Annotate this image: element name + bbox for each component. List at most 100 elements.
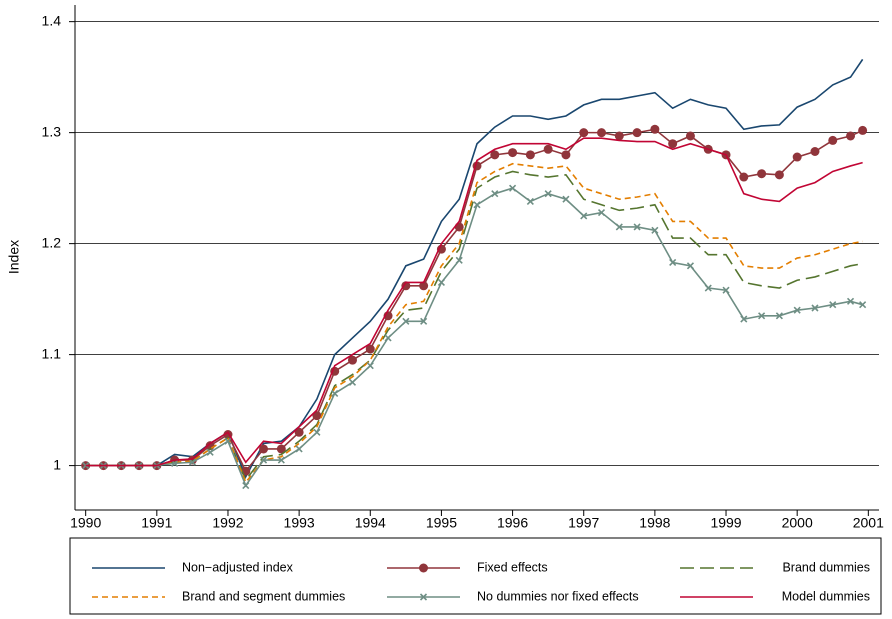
marker [544,190,552,198]
marker [775,312,783,320]
y-axis-label: Index [6,240,22,274]
x-tick-label: 1991 [141,515,172,531]
marker [792,152,802,162]
x-tick-label: 1994 [355,515,386,531]
marker [508,148,518,158]
marker [473,201,481,209]
marker [294,427,304,437]
marker [420,317,428,325]
marker [651,226,659,234]
x-tick-label: 1993 [284,515,315,531]
marker [650,124,660,134]
marker [384,334,392,342]
x-tick-label: 1998 [639,515,670,531]
marker [669,258,677,267]
marker [224,437,232,445]
x-tick-label: 1990 [70,515,101,531]
marker [365,344,375,354]
marker [685,131,695,141]
x-tick-label: 1996 [497,515,528,531]
marker [561,150,571,160]
marker [366,362,374,370]
marker [633,223,641,231]
marker [509,184,517,192]
marker [525,150,535,160]
marker [597,128,607,138]
y-tick-label: 1.1 [42,345,62,361]
marker [562,195,570,203]
marker [846,297,855,305]
series-line [85,187,863,488]
series-line [85,170,863,482]
marker [490,150,500,160]
marker [347,355,357,365]
marker [419,593,428,601]
legend-label: No dummies nor fixed effects [477,589,639,603]
legend-box [69,537,882,615]
marker [757,169,767,179]
marker [401,281,411,291]
legend-label: Non−adjusted index [182,560,294,574]
marker [242,482,250,490]
legend-label: Fixed effects [477,560,548,574]
marker [774,170,784,180]
y-tick-label: 1.2 [42,234,62,250]
marker [437,278,445,287]
marker [740,315,748,323]
series-line [85,137,863,467]
series-line [85,162,863,484]
marker [614,131,624,141]
y-tick-label: 1.3 [42,123,62,139]
marker [793,306,801,314]
marker [330,366,340,376]
series-line [85,58,864,479]
y-tick-label: 1.4 [42,12,62,28]
x-tick-label: 1999 [710,515,741,531]
marker [348,378,357,386]
marker [312,411,322,421]
marker [758,312,766,320]
marker [846,131,856,141]
marker [543,144,553,154]
x-tick-label: 1997 [568,515,599,531]
marker [579,128,589,138]
marker [811,304,819,312]
marker [419,281,429,291]
marker [206,448,214,456]
marker [259,456,268,464]
y-tick-label: 1 [53,456,61,472]
marker [313,428,321,436]
legend-label: Brand dummies [782,560,870,574]
marker [455,256,463,264]
marker [722,286,730,294]
x-tick-label: 1995 [426,515,457,531]
x-tick-label: 2000 [782,515,813,531]
marker [828,135,838,145]
marker [810,147,820,157]
marker [580,212,588,220]
marker [632,128,642,138]
x-tick-label: 1992 [212,515,243,531]
marker [402,317,410,325]
marker [331,389,339,398]
marker [858,125,868,135]
marker [491,190,499,198]
marker [704,284,712,292]
marker [259,444,269,454]
marker [419,563,428,573]
marker [615,223,623,231]
marker [597,208,606,217]
marker [668,139,678,149]
marker [276,444,286,454]
marker [277,456,285,464]
x-tick-label: 2001 [853,515,884,531]
marker [526,197,534,206]
marker [829,301,837,309]
legend-label: Brand and segment dummies [182,589,345,603]
marker [686,262,695,270]
marker [859,301,867,309]
marker [295,445,303,453]
marker [739,172,749,182]
legend-label: Model dummies [782,589,870,603]
